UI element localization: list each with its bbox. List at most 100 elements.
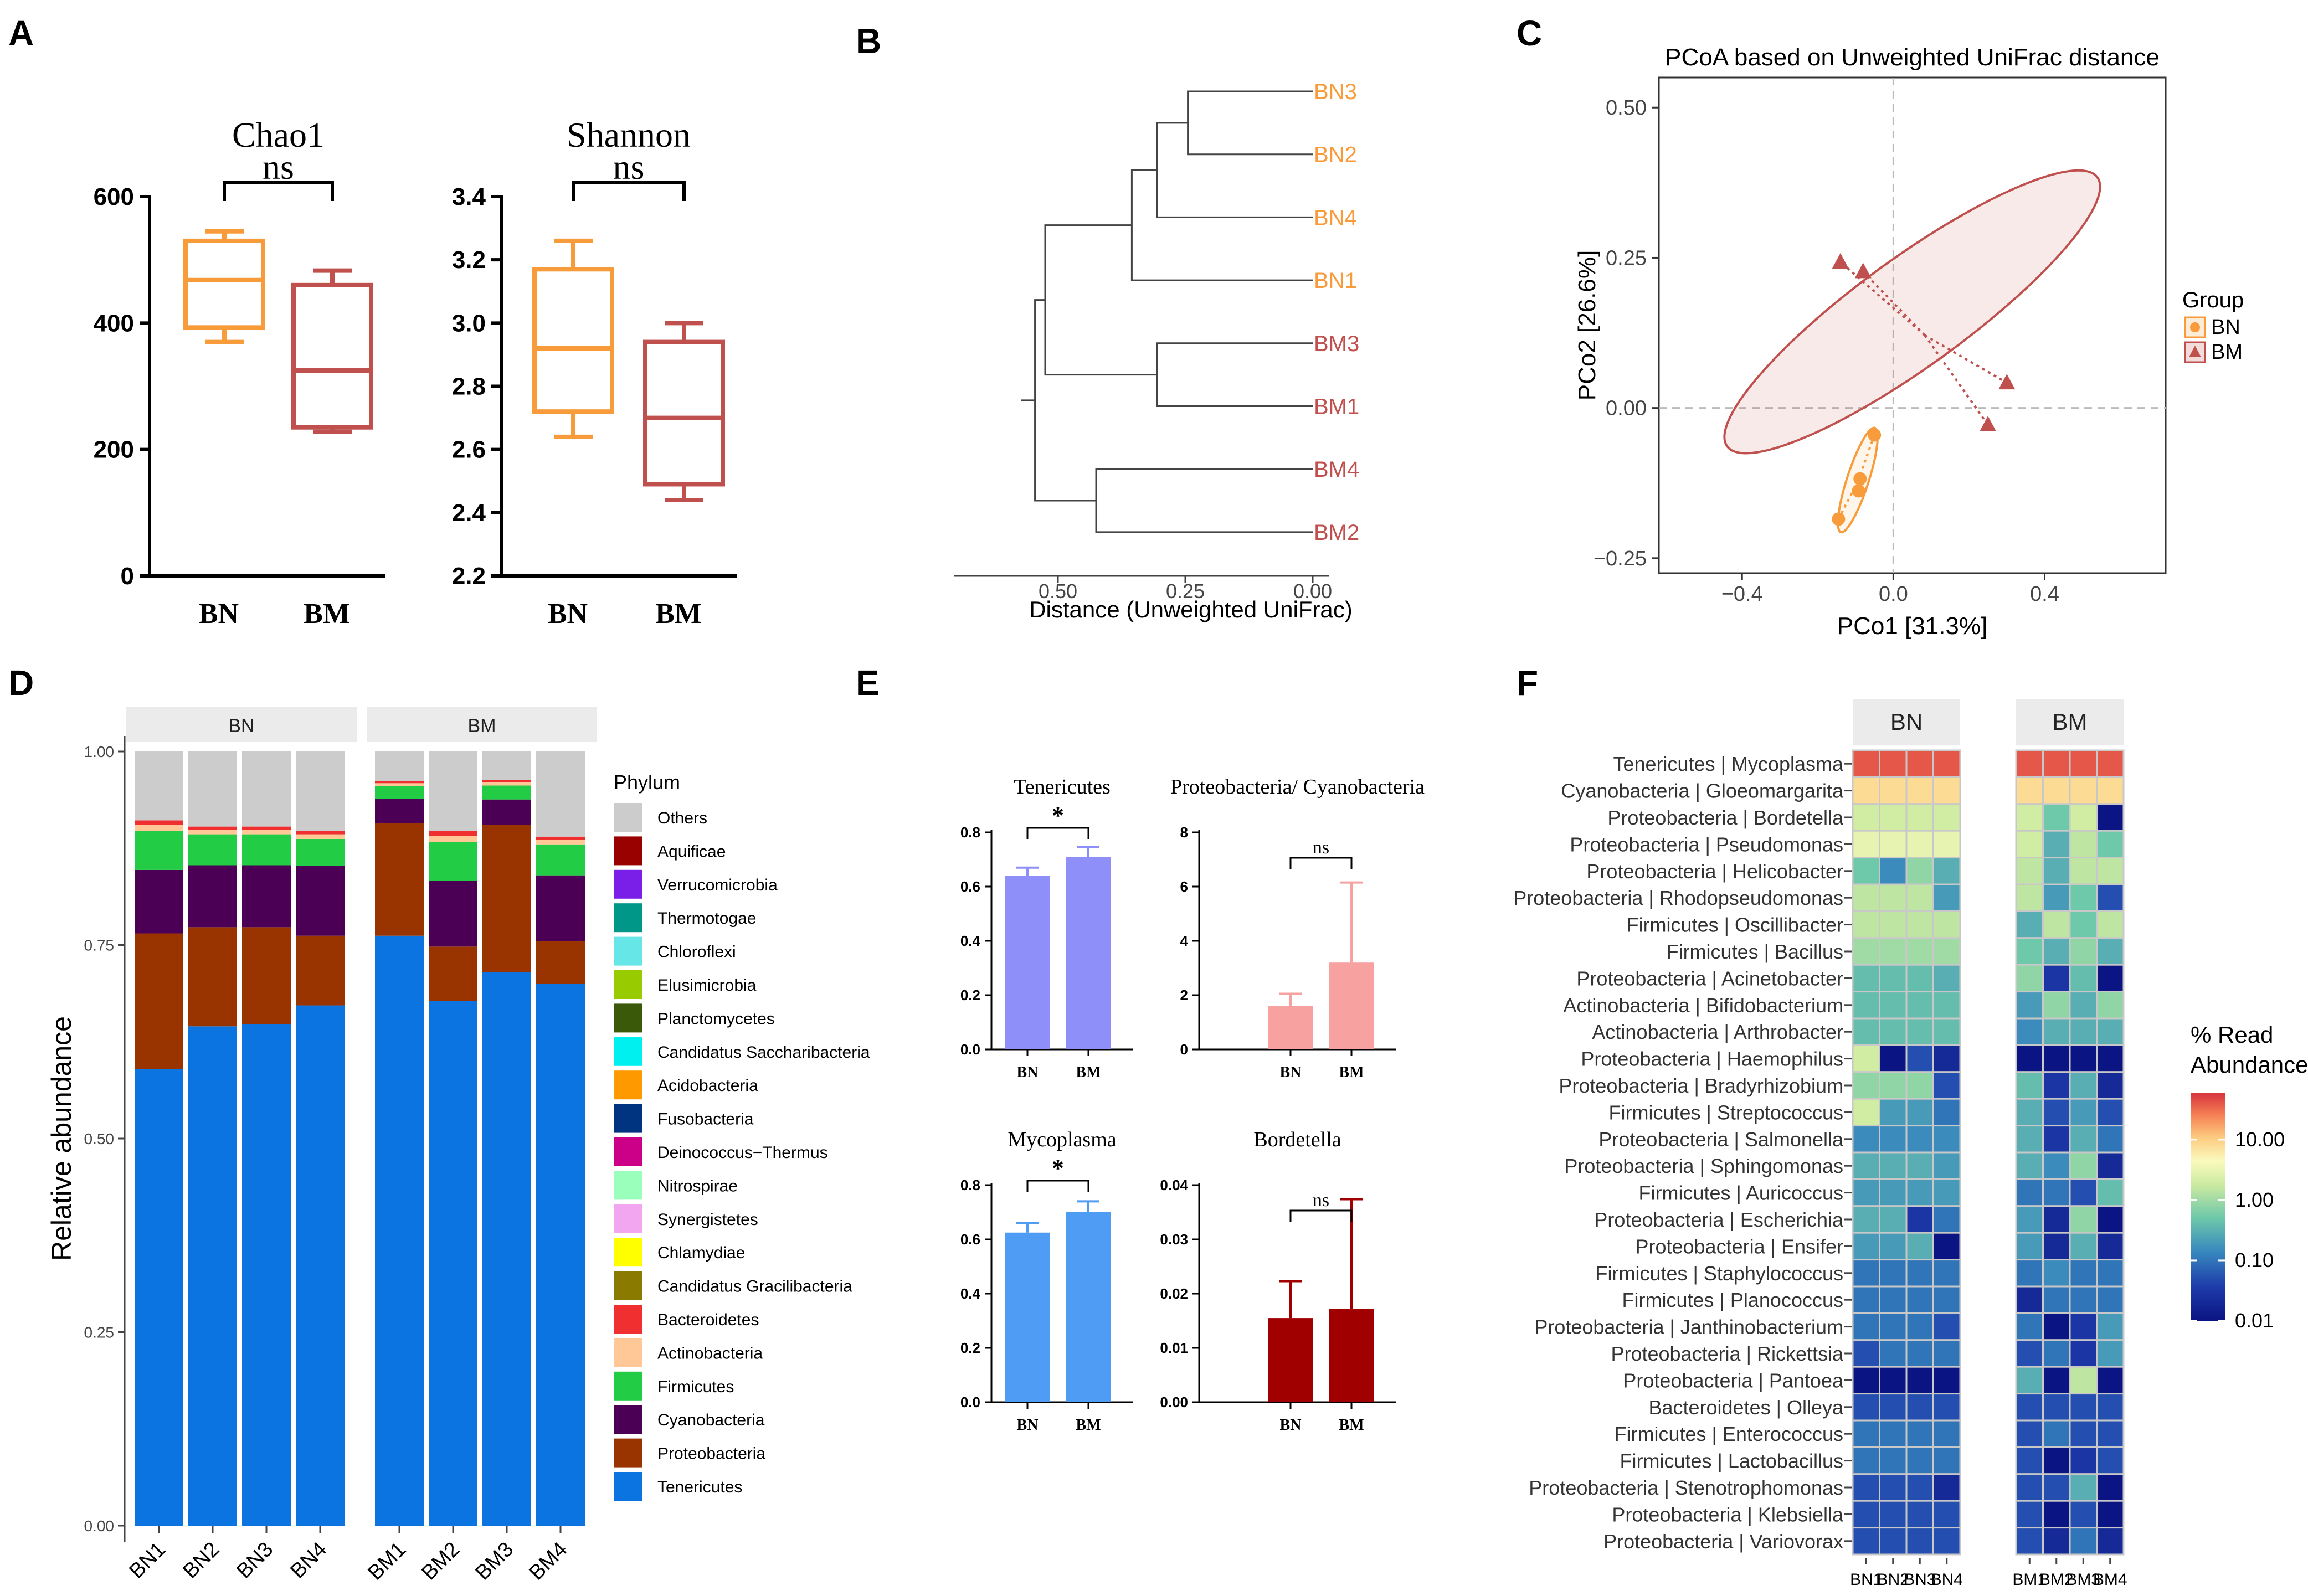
bar-segment-BM1-firmicutes [375,786,424,799]
box-iqr [183,238,265,330]
heat-cell-13-3 [1932,1098,1961,1127]
heat-cell-19-3 [1932,1259,1961,1288]
y-tick-label-A2-3p2: 3.2 [452,246,486,274]
heat-cell-25-5 [2042,1419,2071,1448]
x-tick-label-E1-BM: BM [1076,1064,1101,1081]
heat-cell-23-2 [1905,1366,1934,1395]
leaf-label-BN1: BN1 [1314,269,1357,293]
heat-cell-7-3 [1932,937,1961,966]
heat-cell-14-5 [2042,1125,2071,1154]
heat-cell-21-7 [2096,1312,2125,1341]
heat-cell-6-0 [1852,910,1880,939]
heat-cell-21-1 [1879,1312,1908,1341]
x-tick-label-E3-BN: BN [1017,1417,1039,1434]
bar-segment-BM2-cyanobacteria [429,881,477,947]
leaf-label-BM3: BM3 [1314,332,1359,356]
legend-label-BN: BN [2211,316,2240,339]
bar-segment-BM2-bacteroidetes [429,831,477,836]
heat-cell-27-1 [1879,1473,1908,1502]
y-tick-label-E1-0: 0.0 [960,1041,980,1058]
bar-segment-BN2-bacteroidetes [188,826,237,830]
heat-cell-29-4 [2015,1527,2044,1556]
heat-cell-7-6 [2069,937,2098,966]
heat-cell-17-3 [1932,1205,1961,1234]
legend-label-D-17: Firmicutes [657,1378,734,1396]
bar-segment-BN4-bacteroidetes [296,831,345,835]
heat-cell-2-3 [1932,803,1961,832]
bar-segment-BM1-actinobacteria [375,783,424,786]
heat-cell-12-5 [2042,1071,2071,1100]
heat-cell-29-1 [1879,1527,1908,1556]
x-tick-label-F-BN2: BN2 [1877,1571,1909,1589]
legend-label-D-10: Deinococcus−Thermus [657,1144,828,1162]
legend-label-D-0: Others [657,809,707,827]
x-tick-label-C-m0p4: −0.4 [1721,583,1763,606]
y-tick-label-E4-0p03: 0.03 [1160,1231,1188,1248]
heat-cell-25-2 [1905,1419,1934,1448]
heat-cell-18-7 [2096,1232,2125,1261]
bar-segment-BM1-bacteroidetes [375,781,424,784]
panel-e-bar-charts: 0.0 0.2 0.4 0.6 0.8 BN BM * Tenericutes 0 2 4 6 8 BN BM… [960,775,1425,1434]
heat-cell-16-4 [2015,1178,2044,1207]
spider-line-BM-1 [1862,271,1926,336]
bar-segment-BM4-cyanobacteria [536,875,585,941]
bar-segment-BM4-actinobacteria [536,840,585,845]
y-tick-label-E2-6: 6 [1180,878,1188,895]
row-label-F-14: Proteobacteria | Salmonella [1598,1128,1844,1151]
heat-cell-17-2 [1905,1205,1934,1234]
y-tick-label-A2-2p4: 2.4 [452,500,486,527]
row-label-F-22: Proteobacteria | Rickettsia [1611,1342,1844,1365]
heat-cell-12-2 [1905,1071,1934,1100]
heat-cell-20-1 [1879,1285,1908,1314]
significance-label-E1: * [1052,802,1064,829]
y-tick-label-E1-0p6: 0.6 [960,878,980,895]
heat-cell-10-3 [1932,1017,1961,1046]
heat-cell-18-5 [2042,1232,2071,1261]
row-label-F-12: Proteobacteria | Bradyrhizobium [1559,1074,1843,1097]
point-BN-0 [1832,512,1846,526]
heat-cell-6-4 [2015,910,2044,939]
y-axis-title-D: Relative abundance [46,1016,77,1261]
heat-cell-6-6 [2069,910,2098,939]
chart-title-E1: Tenericutes [1014,775,1111,799]
heat-cell-22-7 [2096,1339,2125,1368]
heat-cell-14-0 [1852,1125,1880,1154]
y-tick-label-E4-0p01: 0.01 [1160,1340,1188,1356]
heat-cell-8-2 [1905,964,1934,993]
heat-cell-5-2 [1905,883,1934,912]
heat-cell-15-3 [1932,1151,1961,1180]
legend-label-D-12: Synergistetes [657,1211,758,1229]
heat-cell-3-4 [2015,830,2044,859]
heat-cell-16-2 [1905,1178,1934,1207]
box-iqr [532,267,614,414]
row-label-F-10: Actinobacteria | Arthrobacter [1592,1021,1843,1043]
heat-cell-5-6 [2069,883,2098,912]
heat-cell-20-4 [2015,1285,2044,1314]
y-tick-label-C-m0p25: −0.25 [1594,547,1647,570]
heat-cell-6-2 [1905,910,1934,939]
y-tick-label-E2-2: 2 [1180,987,1188,1003]
heat-cell-19-5 [2042,1259,2071,1288]
heat-cell-4-0 [1852,857,1880,885]
heat-cell-9-6 [2069,991,2098,1020]
bar-segment-BN4-actinobacteria [296,834,345,839]
legend-swatch-D-5 [614,970,642,999]
y-tick-label-E2-0: 0 [1180,1041,1188,1058]
y-tick-label-C-0p5: 0.50 [1606,96,1647,120]
row-label-F-23: Proteobacteria | Pantoea [1623,1369,1844,1392]
heat-cell-9-1 [1879,991,1908,1020]
heat-cell-8-0 [1852,964,1880,993]
legend-label-D-4: Chloroflexi [657,943,736,961]
heat-cell-0-0 [1852,749,1880,778]
row-label-F-0: Tenericutes | Mycoplasma [1613,753,1843,775]
heat-cell-24-4 [2015,1393,2044,1422]
heat-cell-27-0 [1852,1473,1880,1502]
heat-cell-5-5 [2042,883,2071,912]
bar-segment-BM1-proteobacteria [375,823,424,936]
y-tick-label-A2-2p2: 2.2 [452,563,486,590]
y-tick-label-D-1: 1.00 [84,743,115,760]
heat-cell-8-5 [2042,964,2071,993]
heat-cell-10-7 [2096,1017,2125,1046]
